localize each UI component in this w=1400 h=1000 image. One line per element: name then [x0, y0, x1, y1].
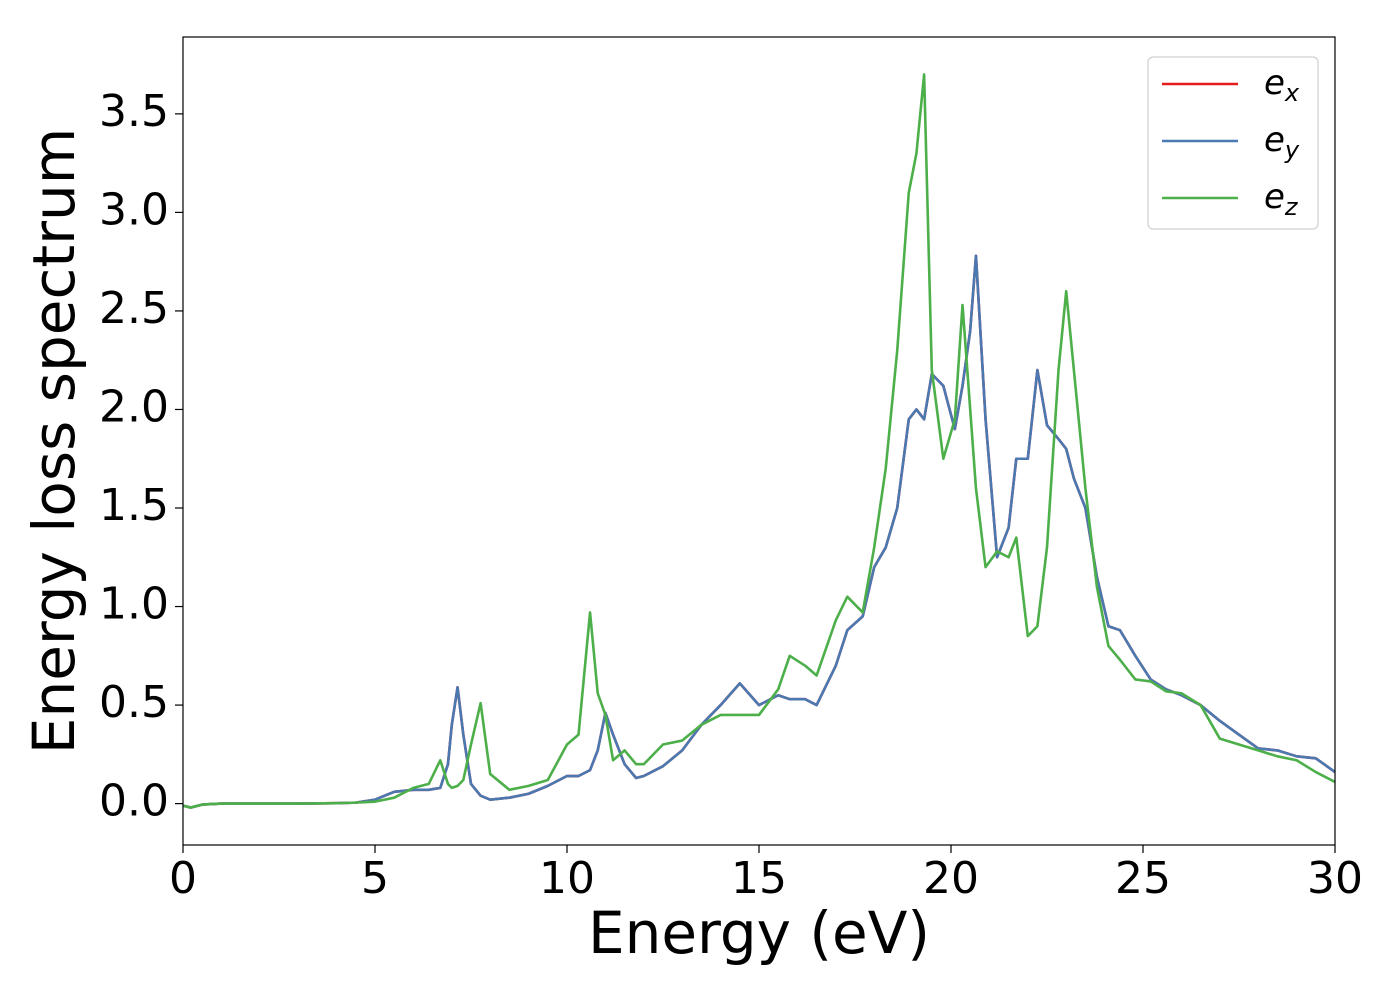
x-tick-label: 25 [1115, 853, 1171, 904]
legend-label: ez [1264, 177, 1299, 222]
legend-box [1147, 56, 1319, 230]
y-axis-label: Energy loss spectrum [20, 128, 88, 754]
legend-label: ey [1264, 120, 1300, 165]
x-tick-label: 15 [731, 853, 787, 904]
y-tick-label: 3.0 [99, 184, 169, 235]
x-tick-label: 20 [923, 853, 979, 904]
series-line [182, 73, 1336, 809]
x-axis-label: Energy (eV) [588, 899, 930, 967]
x-tick-label: 0 [169, 853, 197, 904]
x-tick-label: 10 [539, 853, 595, 904]
y-tick-label: 2.5 [99, 283, 169, 334]
plot-frame [182, 36, 1336, 846]
y-tick-label: 1.0 [99, 579, 169, 630]
x-tick-label: 5 [361, 853, 389, 904]
x-tick-label: 30 [1307, 853, 1363, 904]
y-tick-label: 0.5 [99, 677, 169, 728]
series-line [182, 254, 1336, 809]
y-tick-label: 2.0 [99, 381, 169, 432]
legend-label: ex [1264, 63, 1300, 108]
y-tick-label: 3.5 [99, 86, 169, 137]
y-tick-label: 0.0 [99, 776, 169, 827]
y-tick-label: 1.5 [99, 480, 169, 531]
